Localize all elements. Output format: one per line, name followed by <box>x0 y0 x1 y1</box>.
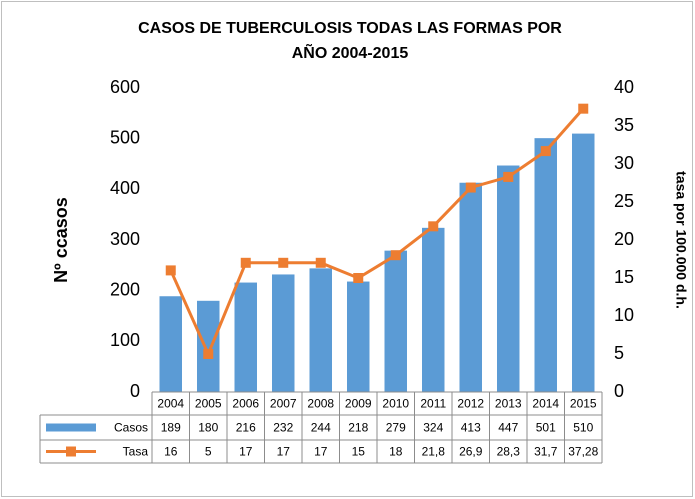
marker <box>278 257 289 268</box>
data-table-cell: 447 <box>498 421 518 435</box>
bar <box>234 282 257 392</box>
marker <box>465 182 476 193</box>
bar <box>347 281 370 392</box>
y2-tick-label: 10 <box>614 305 634 325</box>
x-tick-label: 2006 <box>232 397 259 411</box>
data-table-cell: 16 <box>164 445 178 459</box>
marker <box>540 146 551 157</box>
data-table-cell: 17 <box>314 445 328 459</box>
x-tick-label: 2007 <box>270 397 297 411</box>
y2-tick-label: 15 <box>614 267 634 287</box>
data-table-cell: 279 <box>386 421 406 435</box>
data-table-cell: 26,9 <box>459 445 483 459</box>
x-tick-label: 2014 <box>532 397 559 411</box>
legend-symbol <box>66 446 76 457</box>
data-table-cell: 17 <box>239 445 253 459</box>
bar <box>309 268 332 392</box>
marker <box>165 265 176 276</box>
y-tick-label: 100 <box>110 330 140 350</box>
y-axis-label: Nº ccasos <box>51 197 71 283</box>
y-tick-label: 400 <box>110 178 140 198</box>
data-table-cell: 413 <box>461 421 481 435</box>
y2-tick-label: 25 <box>614 191 634 211</box>
x-tick-label: 2013 <box>495 397 522 411</box>
data-table-cell: 15 <box>352 445 366 459</box>
data-table-cell: 18 <box>389 445 403 459</box>
marker <box>353 273 364 283</box>
x-tick-label: 2011 <box>420 397 446 411</box>
y2-tick-label: 30 <box>614 153 634 173</box>
y2-tick-label: 20 <box>614 229 634 249</box>
bar <box>272 274 295 392</box>
bar <box>459 182 482 392</box>
data-table-cell: 244 <box>311 421 331 435</box>
bar <box>197 300 220 392</box>
y-tick-label: 0 <box>130 381 140 401</box>
marker <box>503 171 514 182</box>
marker <box>315 257 326 268</box>
data-table-cell: 510 <box>573 421 593 435</box>
bar <box>159 296 182 392</box>
x-tick-label: 2005 <box>195 397 222 411</box>
line <box>169 107 585 358</box>
data-table-cell: 232 <box>273 421 293 435</box>
marker <box>390 250 401 261</box>
y2-tick-label: 40 <box>614 77 634 97</box>
x-tick-label: 2009 <box>345 397 372 411</box>
bar <box>497 165 520 392</box>
data-table-cell: 216 <box>236 421 256 435</box>
marker <box>240 257 251 268</box>
data-table-cell: 218 <box>348 421 368 435</box>
y-tick-label: 200 <box>110 279 140 299</box>
y-tick-label: 500 <box>110 127 140 147</box>
y-tick-label: 600 <box>110 77 140 97</box>
bar <box>572 133 595 392</box>
bar <box>422 227 445 392</box>
data-table-cell: 501 <box>536 421 556 435</box>
x-tick-label: 2010 <box>382 397 409 411</box>
data-table-cell: 5 <box>205 445 212 459</box>
data-table-cell: 189 <box>161 421 181 435</box>
data-table-cell: 31,7 <box>534 445 558 459</box>
y2-axis-label: tasa por 100.000 d.h. <box>673 171 689 309</box>
data-table-cell: 180 <box>198 421 218 435</box>
bar <box>384 250 407 392</box>
chart-title: CASOS DE TUBERCULOSIS TODAS LAS FORMAS P… <box>138 20 562 62</box>
data-table-cell: 37,28 <box>568 445 598 459</box>
x-tick-label: 2008 <box>307 397 334 411</box>
y2-tick-label: 0 <box>614 381 624 401</box>
marker <box>203 349 214 359</box>
y-tick-label: 300 <box>110 229 140 249</box>
marker <box>428 221 439 232</box>
bar <box>534 138 557 392</box>
legend-symbol <box>46 423 96 432</box>
data-table-cell: 28,3 <box>497 445 521 459</box>
x-tick-label: 2015 <box>570 397 597 411</box>
y2-tick-label: 5 <box>614 343 624 363</box>
data-table-cell: 324 <box>423 421 443 435</box>
legend-label: Casos <box>114 421 148 435</box>
data-table-cell: 17 <box>277 445 291 459</box>
legend-label: Tasa <box>123 445 149 459</box>
marker <box>578 103 589 114</box>
y2-tick-label: 35 <box>614 115 634 135</box>
x-tick-label: 2004 <box>157 397 184 411</box>
data-table-cell: 21,8 <box>422 445 446 459</box>
x-tick-label: 2012 <box>457 397 484 411</box>
